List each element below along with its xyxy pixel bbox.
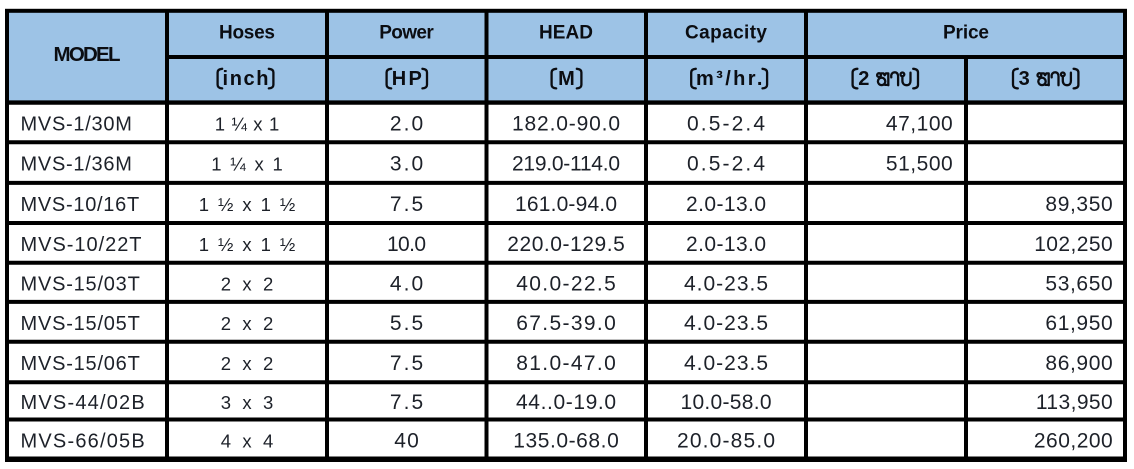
svg-text:220.0-129.5: 220.0-129.5 (507, 233, 625, 256)
svg-text:MVS-15/03T: MVS-15/03T (21, 273, 140, 295)
svg-text:5.5: 5.5 (390, 312, 423, 335)
svg-text:1 ½ x 1 ½: 1 ½ x 1 ½ (199, 194, 296, 215)
svg-text:3.0: 3.0 (390, 153, 423, 176)
svg-text:7.5: 7.5 (390, 193, 423, 216)
svg-text:3 x 3: 3 x 3 (221, 392, 274, 413)
svg-text:MODEL: MODEL (54, 43, 121, 66)
svg-text:MVS-1/30M: MVS-1/30M (21, 113, 132, 135)
svg-text:HEAD: HEAD (539, 23, 593, 44)
svg-text:3: 3 (1019, 68, 1030, 90)
svg-text:4 x 4: 4 x 4 (221, 430, 274, 451)
svg-text:2 x 2: 2 x 2 (221, 313, 274, 334)
svg-text:m³/hr.: m³/hr. (696, 68, 763, 90)
svg-text:161.0-94.0: 161.0-94.0 (515, 193, 617, 216)
svg-text:102,250: 102,250 (1034, 233, 1113, 256)
svg-text:2 x 2: 2 x 2 (221, 273, 274, 294)
svg-text:67.5-39.0: 67.5-39.0 (516, 312, 616, 335)
svg-text:MVS-44/02B: MVS-44/02B (21, 392, 145, 414)
svg-text:61,950: 61,950 (1045, 312, 1112, 335)
svg-text:M: M (558, 68, 575, 90)
svg-text:Power: Power (379, 23, 434, 44)
svg-text:10.0-58.0: 10.0-58.0 (681, 391, 772, 414)
svg-text:2: 2 (858, 68, 869, 90)
svg-text:86,900: 86,900 (1045, 352, 1112, 375)
svg-text:2.0-13.0: 2.0-13.0 (686, 193, 766, 216)
svg-text:81.0-47.0: 81.0-47.0 (516, 352, 616, 375)
svg-text:Capacity: Capacity (685, 23, 767, 44)
svg-text:7.5: 7.5 (390, 391, 423, 414)
svg-text:Hoses: Hoses (219, 23, 275, 44)
svg-text:MVS-15/06T: MVS-15/06T (21, 353, 140, 375)
svg-text:260,200: 260,200 (1034, 429, 1113, 452)
svg-text:2.0-13.0: 2.0-13.0 (686, 233, 766, 256)
svg-text:113,950: 113,950 (1036, 391, 1113, 414)
svg-text:51,500: 51,500 (886, 153, 953, 176)
svg-text:4.0-23.5: 4.0-23.5 (684, 352, 768, 375)
svg-text:Price: Price (943, 23, 989, 44)
svg-text:0.5-2.4: 0.5-2.4 (687, 153, 765, 176)
svg-text:MVS-15/05T: MVS-15/05T (21, 313, 140, 335)
svg-text:4.0-23.5: 4.0-23.5 (684, 272, 768, 295)
svg-text:40: 40 (394, 429, 419, 452)
svg-text:219.0-114.0: 219.0-114.0 (512, 153, 620, 176)
svg-text:20.0-85.0: 20.0-85.0 (677, 429, 775, 452)
svg-text:MVS-10/16T: MVS-10/16T (21, 194, 140, 216)
svg-text:4.0-23.5: 4.0-23.5 (684, 312, 768, 335)
svg-text:40.0-22.5: 40.0-22.5 (516, 272, 616, 295)
svg-text:7.5: 7.5 (390, 352, 423, 375)
svg-text:4.0: 4.0 (390, 272, 423, 295)
svg-text:1 ¼ x 1: 1 ¼ x 1 (215, 113, 280, 134)
svg-text:135.0-68.0: 135.0-68.0 (513, 429, 619, 452)
svg-text:44..0-19.0: 44..0-19.0 (516, 391, 616, 414)
svg-text:2 x 2: 2 x 2 (221, 353, 274, 374)
svg-text:1 ½ x 1 ½: 1 ½ x 1 ½ (199, 234, 296, 255)
svg-text:182.0-90.0: 182.0-90.0 (512, 112, 620, 135)
svg-text:47,100: 47,100 (886, 112, 953, 135)
svg-text:inch: inch (223, 68, 269, 90)
svg-text:MVS-1/36M: MVS-1/36M (21, 154, 132, 176)
svg-text:10.0: 10.0 (387, 233, 426, 256)
svg-text:2.0: 2.0 (390, 112, 423, 135)
svg-text:0.5-2.4: 0.5-2.4 (687, 112, 765, 135)
svg-text:MVS-66/05B: MVS-66/05B (21, 430, 145, 452)
svg-text:MVS-10/22T: MVS-10/22T (21, 234, 142, 256)
svg-text:89,350: 89,350 (1045, 193, 1112, 216)
svg-text:53,650: 53,650 (1045, 272, 1112, 295)
